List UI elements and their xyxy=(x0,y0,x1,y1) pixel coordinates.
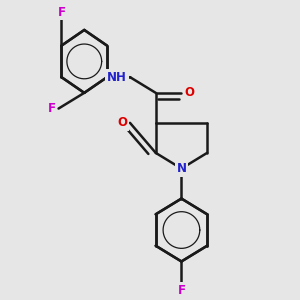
Text: F: F xyxy=(48,102,56,115)
Text: F: F xyxy=(177,284,185,296)
Text: NH: NH xyxy=(107,70,127,84)
Text: O: O xyxy=(117,116,127,129)
Text: O: O xyxy=(184,86,194,99)
Text: F: F xyxy=(57,5,65,19)
Text: N: N xyxy=(176,162,186,175)
